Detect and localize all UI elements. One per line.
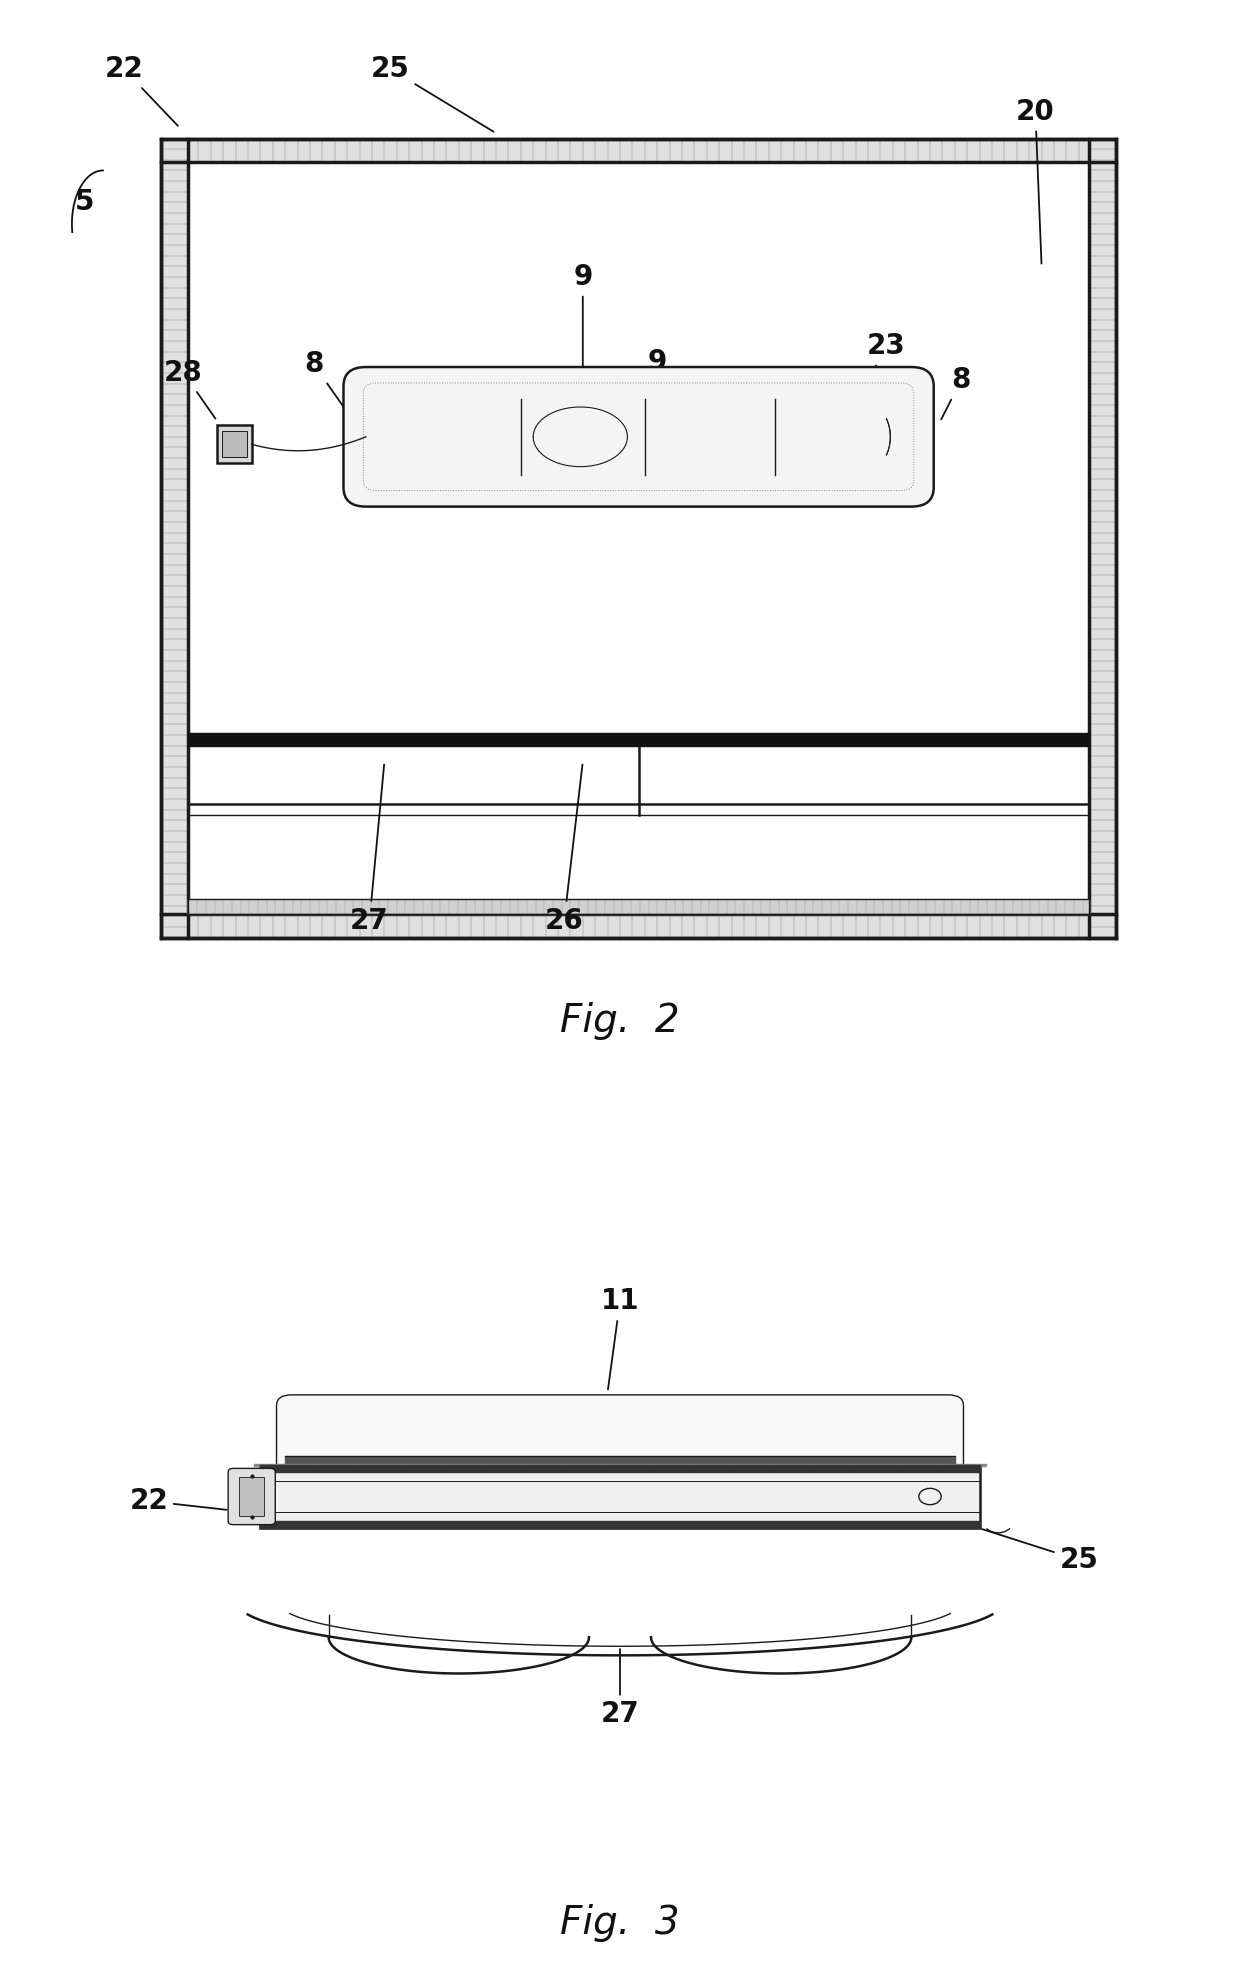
FancyBboxPatch shape — [277, 1395, 963, 1476]
FancyBboxPatch shape — [260, 1464, 980, 1529]
Text: 22: 22 — [104, 55, 177, 126]
FancyBboxPatch shape — [228, 1468, 275, 1525]
Text: 25: 25 — [371, 55, 494, 132]
FancyBboxPatch shape — [239, 1478, 264, 1515]
Text: 11: 11 — [600, 1288, 640, 1389]
FancyBboxPatch shape — [217, 424, 252, 464]
Text: 22: 22 — [129, 1488, 227, 1515]
Text: 27: 27 — [350, 766, 389, 935]
Text: 20: 20 — [1016, 99, 1055, 264]
Text: 9: 9 — [642, 349, 667, 381]
Text: 23: 23 — [857, 331, 906, 401]
Text: 26: 26 — [544, 764, 584, 935]
Text: 27: 27 — [600, 1649, 640, 1728]
Text: Fig.  3: Fig. 3 — [560, 1904, 680, 1941]
Text: 28: 28 — [164, 359, 216, 418]
FancyBboxPatch shape — [222, 432, 247, 458]
Text: Fig.  2: Fig. 2 — [560, 1002, 680, 1040]
Text: 9: 9 — [573, 262, 593, 383]
Text: 5: 5 — [74, 189, 94, 217]
Text: 8: 8 — [304, 351, 352, 418]
FancyBboxPatch shape — [343, 367, 934, 507]
Text: 8: 8 — [941, 367, 971, 420]
Text: 25: 25 — [982, 1529, 1099, 1574]
